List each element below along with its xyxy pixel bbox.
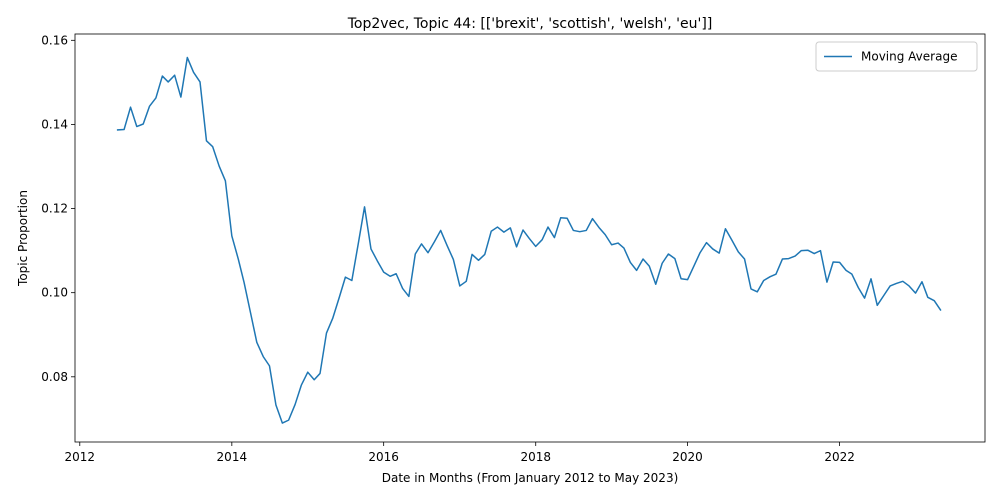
series-line-moving-average	[116, 56, 942, 424]
x-tick-label: 2020	[672, 450, 703, 464]
x-tick-label: 2014	[217, 450, 248, 464]
axes-frame	[74, 33, 986, 443]
legend: Moving Average	[815, 41, 978, 72]
plot-area	[116, 56, 942, 424]
y-tick-label: 0.14	[41, 117, 68, 131]
y-axis-title: Topic Proportion	[16, 190, 30, 287]
y-tick-label: 0.08	[41, 370, 68, 384]
y-axis-ticks: 0.08 0.10 0.12 0.14 0.16	[41, 33, 75, 384]
chart-title: Top2vec, Topic 44: [['brexit', 'scottish…	[347, 16, 713, 32]
x-axis-ticks: 2012 2014 2016 2018 2020 2022	[65, 442, 855, 464]
x-tick-label: 2012	[65, 450, 96, 464]
x-axis-title: Date in Months (From January 2012 to May…	[382, 471, 679, 485]
legend-label-moving-average: Moving Average	[861, 50, 957, 64]
x-tick-label: 2022	[824, 450, 855, 464]
y-tick-label: 0.12	[41, 202, 68, 216]
legend-box	[815, 41, 978, 72]
x-tick-label: 2016	[368, 450, 399, 464]
y-tick-label: 0.10	[41, 286, 68, 300]
y-tick-label: 0.16	[41, 33, 68, 47]
x-tick-label: 2018	[520, 450, 551, 464]
